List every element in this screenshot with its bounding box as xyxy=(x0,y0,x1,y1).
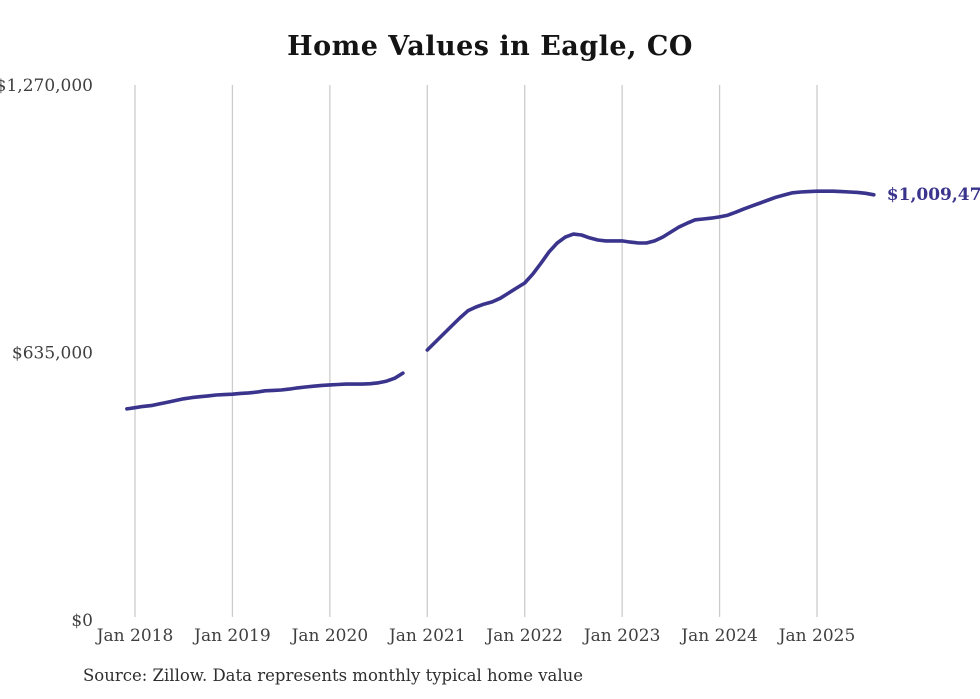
y-tick-label: $0 xyxy=(71,611,93,631)
chart-title: Home Values in Eagle, CO xyxy=(287,31,693,62)
x-tick-label: Jan 2025 xyxy=(777,626,856,646)
x-tick-label: Jan 2020 xyxy=(290,626,369,646)
latest-value-label: $1,009,470 xyxy=(887,185,980,205)
x-tick-label: Jan 2024 xyxy=(679,626,758,646)
x-tick-label: Jan 2022 xyxy=(484,626,563,646)
y-tick-label: $1,270,000 xyxy=(0,76,93,96)
x-axis-labels: Jan 2018 Jan 2019 Jan 2020 Jan 2021 Jan 2022… xyxy=(95,626,856,646)
source-note: Source: Zillow. Data represents monthly … xyxy=(83,666,584,685)
x-tick-label: Jan 2019 xyxy=(192,626,271,646)
gridlines-group xyxy=(134,85,818,617)
x-tick-label: Jan 2018 xyxy=(95,626,174,646)
x-tick-label: Jan 2021 xyxy=(387,626,466,646)
x-tick-label: Jan 2023 xyxy=(582,626,661,646)
y-tick-label: $635,000 xyxy=(12,344,93,364)
home-value-line xyxy=(125,189,876,411)
y-axis-labels: $1,270,000 $635,000 $0 xyxy=(0,76,93,631)
home-value-series xyxy=(125,189,876,411)
